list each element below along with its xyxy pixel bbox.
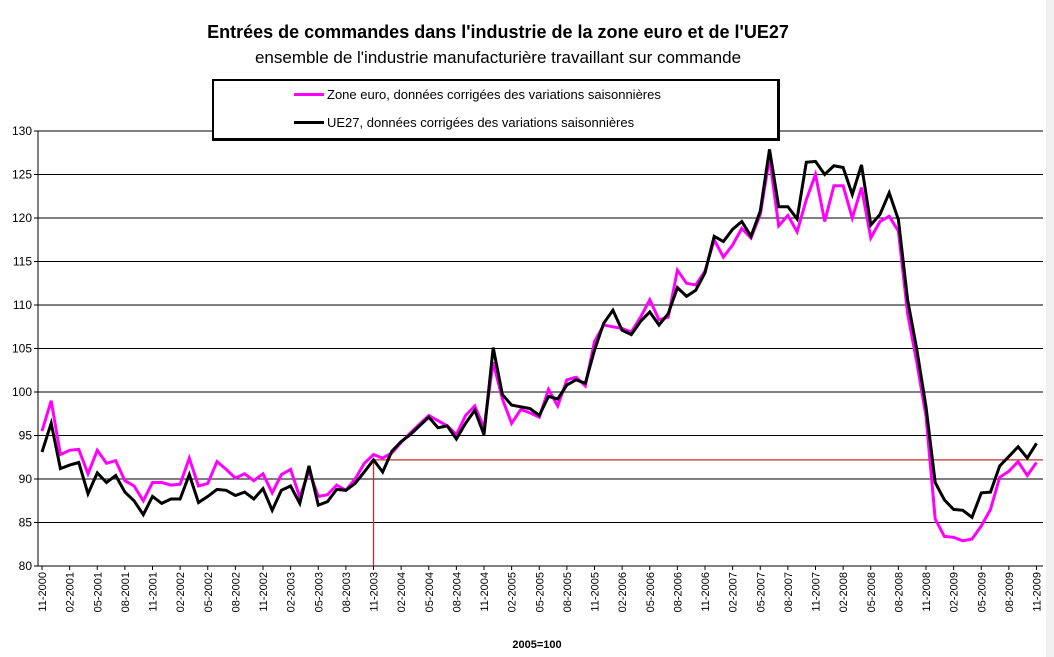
- x-tick-label: 05-2006: [645, 572, 657, 612]
- x-tick-label: 02-2001: [65, 572, 77, 612]
- legend-label-zone-euro: Zone euro, données corrigées des variati…: [327, 87, 661, 102]
- x-tick-label: 08-2009: [1004, 572, 1016, 612]
- x-tick-label: 05-2005: [534, 572, 546, 612]
- legend: Zone euro, données corrigées des variati…: [212, 79, 780, 141]
- x-tick-label: 11-2009: [1032, 572, 1044, 612]
- scrollbar[interactable]: [1046, 0, 1054, 657]
- y-tick-label: 105: [12, 342, 32, 356]
- x-tick-label: 11-2005: [590, 572, 602, 612]
- x-tick-label: 02-2007: [728, 572, 740, 612]
- y-tick-label: 80: [19, 559, 33, 573]
- x-tick-label: 08-2002: [230, 572, 242, 612]
- legend-item-zone-euro: Zone euro, données corrigées des variati…: [294, 87, 661, 102]
- chart-subtitle: ensemble de l'industrie manufacturière t…: [254, 48, 742, 67]
- x-tick-label: 02-2002: [175, 572, 187, 612]
- y-tick-label: 95: [19, 429, 33, 443]
- x-tick-label: 11-2003: [369, 572, 381, 612]
- x-tick-label: 05-2001: [92, 572, 104, 612]
- x-tick-label: 08-2008: [893, 572, 905, 612]
- legend-item-ue27: UE27, données corrigées des variations s…: [294, 115, 634, 130]
- x-tick-label: 02-2009: [949, 572, 961, 612]
- x-tick-label: 11-2000: [37, 572, 49, 612]
- x-tick-label: 08-2006: [672, 572, 684, 612]
- x-tick-label: 11-2004: [479, 572, 491, 612]
- y-tick-label: 115: [13, 255, 32, 269]
- x-tick-label: 08-2007: [783, 572, 795, 612]
- x-tick-label: 05-2004: [424, 572, 436, 612]
- series-line-ue27: [40, 149, 1038, 520]
- y-tick-label: 110: [13, 298, 32, 312]
- legend-swatch-zone-euro: [294, 93, 324, 96]
- x-tick-label: 05-2002: [203, 572, 215, 612]
- x-tick-label: 02-2008: [838, 572, 850, 612]
- x-tick-label: 02-2005: [507, 572, 519, 612]
- x-tick-label: 11-2008: [921, 572, 933, 612]
- x-tick-label: 11-2007: [811, 572, 823, 612]
- x-tick-label: 02-2003: [286, 572, 298, 612]
- x-tick-label: 11-2002: [258, 572, 270, 612]
- legend-label-ue27: UE27, données corrigées des variations s…: [327, 115, 635, 130]
- x-axis-label: 2005=100: [512, 639, 561, 651]
- x-tick-label: 08-2003: [341, 572, 353, 612]
- y-tick-label: 120: [12, 211, 32, 225]
- x-tick-label: 11-2001: [148, 572, 160, 612]
- x-tick-label: 08-2005: [562, 572, 574, 612]
- chart-title: Entrées de commandes dans l'industrie de…: [207, 22, 789, 42]
- x-tick-label: 02-2004: [396, 572, 408, 612]
- x-tick-label: 11-2006: [700, 572, 712, 612]
- y-tick-label: 85: [19, 516, 33, 530]
- x-tick-label: 05-2003: [313, 572, 325, 612]
- y-tick-label: 130: [12, 124, 32, 138]
- x-tick-label: 05-2008: [866, 572, 878, 612]
- x-tick-label: 05-2009: [976, 572, 988, 612]
- x-tick-label: 05-2007: [755, 572, 767, 612]
- x-tick-label: 08-2001: [120, 572, 132, 612]
- y-tick-label: 100: [12, 385, 32, 399]
- y-tick-label: 125: [12, 168, 32, 182]
- x-tick-label: 08-2004: [451, 572, 463, 612]
- x-tick-label: 02-2006: [617, 572, 629, 612]
- y-tick-label: 90: [19, 472, 33, 486]
- legend-swatch-ue27: [294, 121, 324, 124]
